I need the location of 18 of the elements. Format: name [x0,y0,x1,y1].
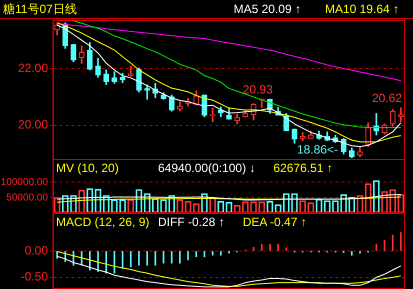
y-tick-label: 22.00 [18,60,48,75]
y-tick-label: -0.50 [20,270,48,284]
series-label: 64940.00(0:100) ↓ [158,161,256,175]
chart-title: MV (10, 20) [56,161,119,175]
text: DEA -0.47 ↑ [242,215,307,229]
text: DIFF -0.28 ↑ [158,215,225,229]
annotation: 20.93 [242,82,274,96]
annotation: 18.86<- [296,142,338,156]
y-tick-label: 100000.00 [0,176,48,188]
chart-title: MACD (12, 26, 9) [56,215,150,229]
y-tick-label: 20.00 [18,118,48,132]
y-tick-label: 50000.00 [6,192,48,204]
text: MA5 20.09 ↑ [234,1,301,18]
y-tick-label: 0.00 [24,243,48,258]
annotation: 20.62 [372,91,402,106]
chart-title: 糖11号07日线 [3,1,77,18]
text: 62676.51 ↑ [273,161,333,175]
text: MA10 19.64 ↑ [324,1,399,18]
